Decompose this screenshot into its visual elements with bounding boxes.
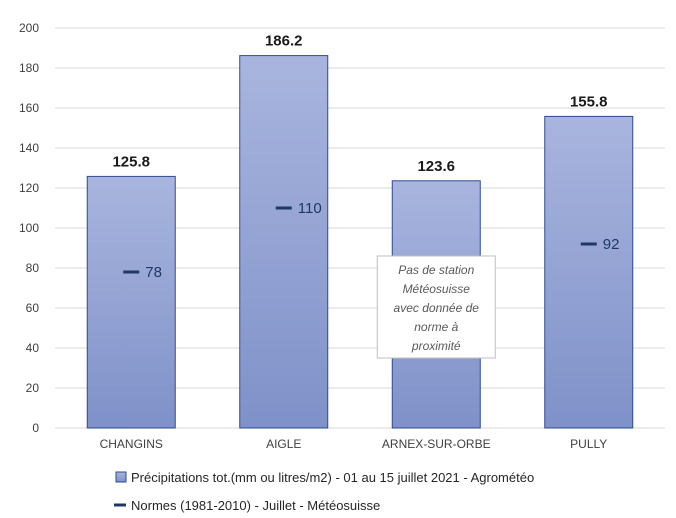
legend-swatch-bars: [115, 471, 127, 483]
norm-value-label: 110: [298, 200, 322, 217]
x-category-label: CHANGINS: [100, 437, 163, 451]
norms-layer: 78 110 92: [123, 200, 619, 281]
annotation-line: proximité: [411, 339, 461, 353]
y-tick-label: 200: [19, 21, 39, 35]
legend-label-bars: Précipitations tot.(mm ou litres/m2) - 0…: [131, 470, 534, 485]
annotation-line: Pas de station: [398, 263, 474, 277]
bars-layer: [86, 55, 634, 429]
y-tick-label: 140: [19, 141, 39, 155]
y-axis: 0 20 40 60 80 100 120 140 160 180 200: [19, 21, 39, 435]
x-category-label: ARNEX-SUR-ORBE: [382, 437, 491, 451]
bar-pully: [544, 115, 634, 429]
y-tick-label: 100: [19, 221, 39, 235]
annotation-box: [376, 255, 496, 359]
bar-aigle: [239, 55, 329, 429]
annotation-line: Météosuisse: [403, 282, 471, 296]
bar-value-label: 123.6: [417, 158, 455, 175]
y-tick-label: 180: [19, 61, 39, 75]
bar-changins: [86, 175, 176, 429]
legend: Précipitations tot.(mm ou litres/m2) - 0…: [114, 470, 534, 513]
y-tick-label: 80: [26, 261, 40, 275]
legend-label-norms: Normes (1981-2010) - Juillet - Météosuis…: [131, 498, 380, 513]
y-tick-label: 60: [26, 301, 40, 315]
x-axis: CHANGINS AIGLE ARNEX-SUR-ORBE PULLY: [100, 437, 608, 451]
y-tick-label: 160: [19, 101, 39, 115]
bar-value-label: 186.2: [265, 33, 303, 50]
annotation-line: avec donnée de: [394, 301, 480, 315]
annotation-layer: Pas de station Météosuisse avec donnée de n…: [376, 255, 496, 359]
norm-value-label: 78: [145, 264, 162, 281]
annotation-line: norme à: [414, 320, 458, 334]
bar-value-label: 125.8: [112, 153, 150, 170]
bar-value-label: 155.8: [570, 93, 608, 110]
x-category-label: AIGLE: [266, 437, 301, 451]
norm-value-label: 92: [603, 236, 620, 253]
y-tick-label: 120: [19, 181, 39, 195]
y-tick-label: 0: [32, 421, 39, 435]
labels-layer: 125.8 186.2 123.6 155.8: [112, 33, 607, 175]
y-tick-label: 20: [26, 381, 40, 395]
x-category-label: PULLY: [570, 437, 607, 451]
y-tick-label: 40: [26, 341, 40, 355]
